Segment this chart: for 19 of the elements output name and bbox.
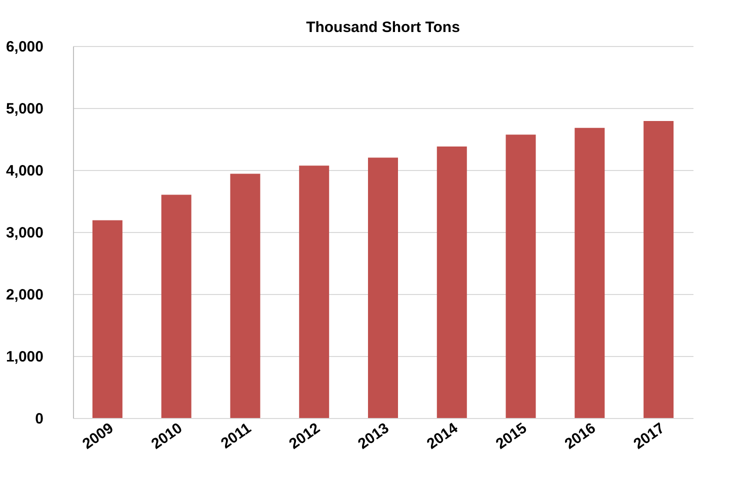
y-tick-label: 6,000	[6, 38, 44, 56]
bar	[436, 146, 467, 418]
bar	[574, 128, 605, 418]
bar	[230, 174, 260, 418]
bar	[644, 121, 674, 418]
chart-title: Thousand Short Tons	[306, 19, 460, 36]
bar	[368, 158, 398, 418]
y-tick-label: 4,000	[6, 162, 44, 180]
bar	[161, 194, 192, 418]
x-tick-label: 2011	[218, 420, 254, 452]
y-tick-label: 5,000	[6, 100, 44, 118]
bar	[506, 134, 536, 418]
y-tick-label: 1,000	[6, 348, 44, 366]
x-tick-label: 2009	[80, 420, 117, 453]
y-tick-label: 3,000	[6, 224, 44, 242]
y-tick-label: 2,000	[6, 286, 44, 304]
bar	[92, 220, 122, 418]
y-tick-label: 0	[35, 410, 44, 428]
bar	[299, 166, 330, 418]
